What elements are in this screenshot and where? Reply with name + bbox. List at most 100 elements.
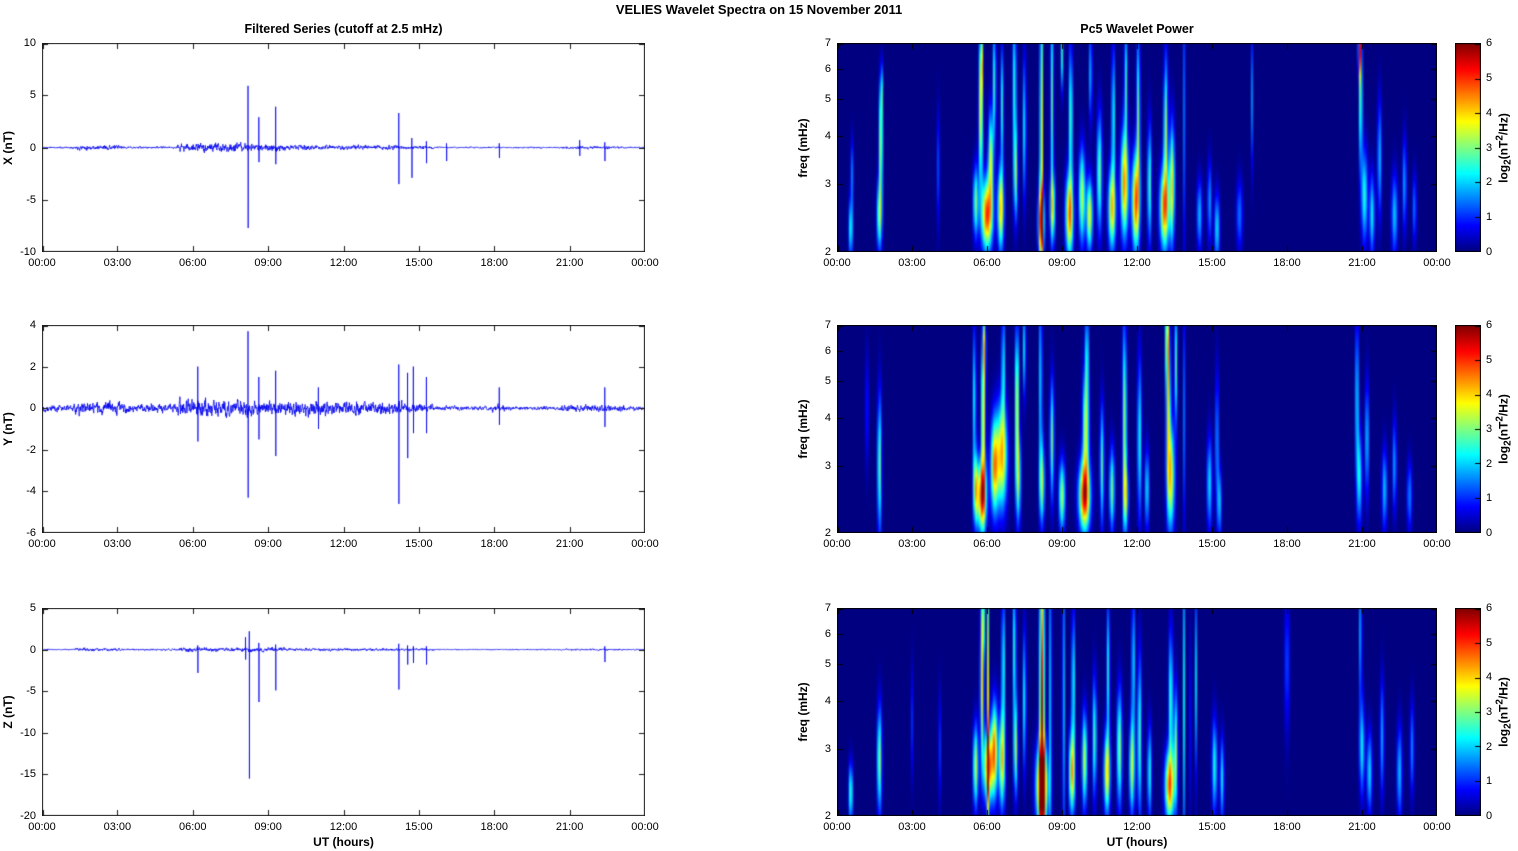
right-column-title: Pc5 Wavelet Power (1080, 22, 1194, 36)
y-tick-label: 2 (29, 360, 36, 373)
x-tick-label: 15:00 (405, 257, 433, 269)
x-tick-label: 15:00 (1198, 257, 1226, 269)
freq-axis-label-x: freq (mHz) (796, 117, 810, 178)
y-tick-label: -20 (20, 810, 36, 822)
colorbar-tick-label: 6 (1486, 319, 1493, 331)
x-tick-label: 21:00 (555, 257, 584, 269)
x-tick-label: 21:00 (1348, 538, 1376, 550)
freq-tick-label: 4 (824, 411, 831, 424)
wavelet-z-canvas (837, 608, 1437, 816)
freq-tick-label: 6 (824, 344, 831, 357)
colorbar-tick-label: 1 (1486, 211, 1493, 224)
y-tick-label: 0 (29, 141, 36, 154)
freq-tick-label: 6 (824, 627, 831, 640)
freq-axis-label-y: freq (mHz) (796, 399, 810, 459)
y-tick-label: -4 (26, 485, 36, 498)
x-tick-label: 00:00 (28, 257, 56, 269)
y-tick-label: -5 (26, 685, 36, 698)
colorbar-tick-label: 5 (1486, 353, 1493, 366)
x-tick-label: 03:00 (103, 538, 132, 550)
wavelet-y-canvas (837, 325, 1437, 533)
freq-tick-label: 4 (824, 130, 831, 143)
colorbar-tick-label: 2 (1486, 740, 1493, 753)
left-column-title: Filtered Series (cutoff at 2.5 mHz) (244, 22, 443, 36)
x-tick-label: 09:00 (1048, 538, 1076, 550)
x-tick-label: 03:00 (898, 538, 926, 550)
x-tick-label: 03:00 (103, 257, 132, 269)
x-tick-label: 00:00 (631, 538, 659, 550)
colorbar-tick-label: 6 (1486, 37, 1493, 49)
colorbar-tick-label: 3 (1486, 423, 1493, 435)
colorbar-x: log2(nT2/Hz) 0 1 2 3 4 5 6 (1455, 37, 1514, 258)
panel-wavelet-x: Pc5 Wavelet Power freq (mHz) 7 6 5 4 3 2 00:00… (796, 22, 1451, 269)
x-tick-label: 12:00 (329, 257, 358, 269)
freq-tick-label: 6 (824, 62, 831, 75)
freq-tick-label: 5 (824, 374, 831, 387)
x-tick-label: 18:00 (480, 821, 509, 833)
x-tick-label: 00:00 (823, 257, 851, 269)
x-tick-label: 21:00 (555, 821, 584, 833)
panel-wavelet-z: freq (mHz) UT (hours) 7 6 5 4 3 2 00:00 03:00 06… (796, 602, 1451, 849)
x-tick-label: 06:00 (973, 257, 1001, 269)
x-tick-label: 00:00 (28, 538, 56, 550)
y-tick-label: -5 (26, 193, 36, 206)
panel-timeseries-z: Z (nT) UT (hours) 5 0 -5 -10 -15 -20 00:00 03:0… (1, 602, 659, 849)
y-tick-label: 5 (29, 602, 36, 614)
panel-timeseries-x: Filtered Series (cutoff at 2.5 mHz) X (n… (1, 22, 659, 269)
x-tick-label: 00:00 (1423, 257, 1451, 269)
x-tick-label: 12:00 (1123, 538, 1151, 550)
x-tick-label: 09:00 (254, 257, 282, 269)
colorbar-label-y: log2(nT2/Hz) (1494, 394, 1514, 464)
freq-tick-label: 4 (824, 694, 831, 707)
x-tick-label: 09:00 (1048, 821, 1076, 833)
x-tick-label: 15:00 (405, 538, 433, 550)
wavelet-x-canvas (837, 43, 1437, 252)
timeseries-x-canvas (42, 43, 645, 252)
x-tick-label: 00:00 (823, 821, 851, 833)
colorbar-tick-label: 3 (1486, 141, 1493, 154)
panel-wavelet-y: freq (mHz) 7 6 5 4 3 2 00:00 03:00 06:00 09:00 12:… (796, 319, 1451, 550)
x-tick-label: 06:00 (973, 821, 1001, 833)
x-tick-label: 12:00 (329, 821, 358, 833)
x-tick-label: 06:00 (178, 538, 207, 550)
freq-tick-label: 2 (824, 810, 831, 822)
colorbar-tick-label: 4 (1486, 388, 1493, 401)
freq-tick-label: 3 (824, 178, 831, 191)
y-tick-label: -10 (20, 726, 36, 739)
freq-tick-label: 7 (824, 602, 831, 614)
colorbar-tick-label: 3 (1486, 706, 1493, 718)
colorbar-tick-label: 5 (1486, 636, 1493, 649)
x-tick-label: 18:00 (480, 538, 509, 550)
freq-tick-label: 5 (824, 657, 831, 670)
x-tick-label: 03:00 (103, 821, 132, 833)
colorbar-tick-label: 0 (1486, 246, 1493, 258)
colorbar-tick-label: 5 (1486, 71, 1493, 84)
y-tick-label: 0 (29, 402, 36, 415)
freq-tick-label: 3 (824, 742, 831, 755)
x-tick-label: 09:00 (1048, 257, 1076, 269)
x-tick-label: 12:00 (1123, 821, 1151, 833)
x-tick-label: 21:00 (1348, 257, 1376, 269)
freq-axis-label-z: freq (mHz) (796, 682, 810, 742)
freq-tick-label: 2 (824, 246, 831, 258)
colorbar-z: log2(nT2/Hz) 0 1 2 3 4 5 6 (1455, 602, 1514, 822)
x-axis-label-right: UT (hours) (1106, 835, 1168, 849)
y-tick-label: -10 (20, 246, 36, 258)
colorbar-tick-label: 1 (1486, 492, 1493, 505)
x-tick-label: 00:00 (1423, 821, 1451, 833)
y-tick-label: 5 (29, 89, 36, 102)
colorbar-tick-label: 6 (1486, 602, 1493, 614)
x-tick-label: 18:00 (1273, 821, 1301, 833)
x-tick-label: 18:00 (1273, 257, 1301, 269)
x-tick-label: 18:00 (1273, 538, 1301, 550)
y-tick-label: -15 (20, 768, 36, 781)
y-tick-label: 4 (29, 319, 36, 331)
freq-tick-label: 5 (824, 93, 831, 106)
x-tick-label: 09:00 (254, 538, 282, 550)
x-tick-label: 21:00 (1348, 821, 1376, 833)
x-tick-label: 15:00 (1198, 538, 1226, 550)
x-tick-label: 12:00 (1123, 257, 1151, 269)
freq-tick-label: 3 (824, 459, 831, 472)
colorbar-tick-label: 4 (1486, 671, 1493, 684)
y-tick-label: 10 (23, 37, 36, 49)
